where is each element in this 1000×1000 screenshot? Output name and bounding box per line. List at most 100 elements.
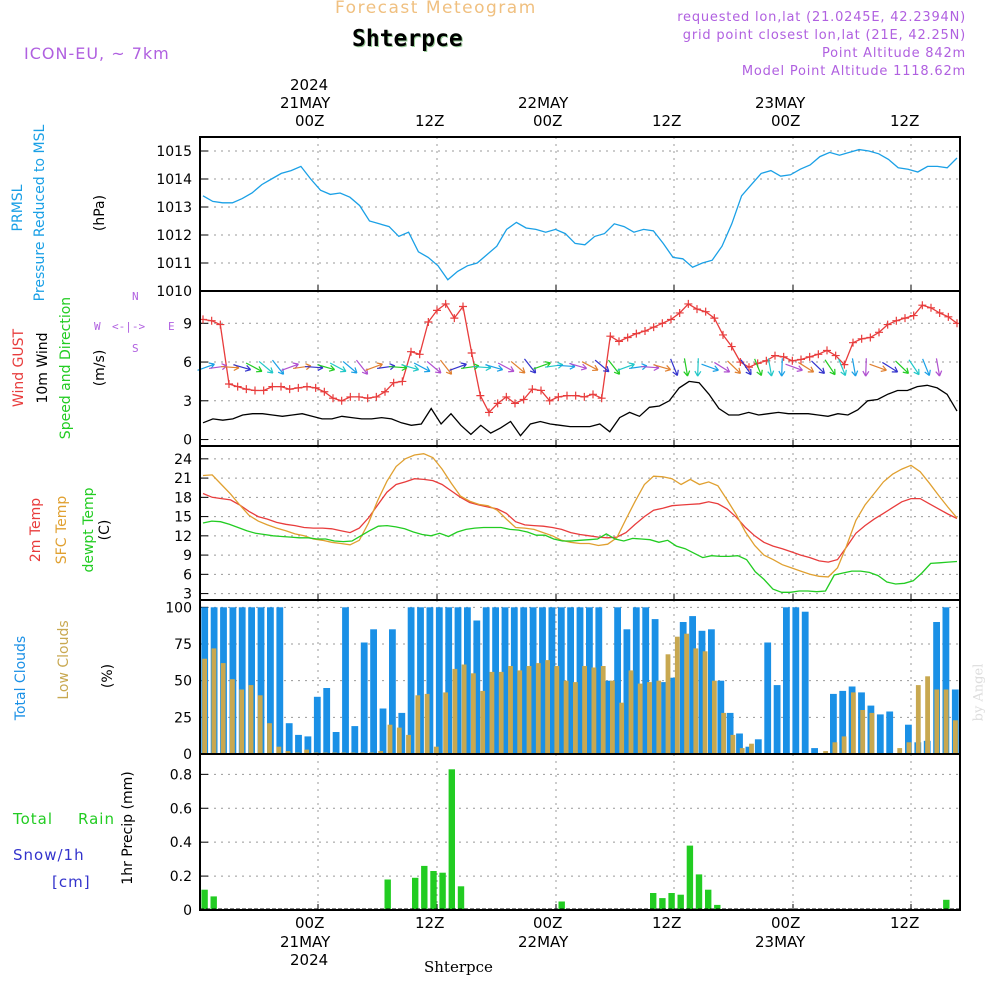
bottom-year-label: 2024 xyxy=(290,951,329,969)
gust-marker xyxy=(727,342,736,351)
bar-0 xyxy=(651,619,659,754)
gust-marker xyxy=(649,323,658,332)
gust-marker xyxy=(797,355,805,364)
top-hour-label: 00Z xyxy=(295,112,325,130)
gust-marker xyxy=(771,351,779,360)
series-line-0 xyxy=(202,302,958,414)
bar-1 xyxy=(220,663,226,754)
wind-arrow-shape xyxy=(245,362,263,373)
bar-1 xyxy=(563,680,569,754)
bottom-hour-label: 12Z xyxy=(652,914,682,932)
bar-0 xyxy=(351,726,359,754)
bar-0 xyxy=(650,893,657,910)
gust-marker xyxy=(814,350,823,359)
gust-marker xyxy=(372,392,381,401)
compass-west: W xyxy=(94,320,101,333)
bar-0 xyxy=(510,607,518,754)
bar-0 xyxy=(886,711,894,754)
gust-marker xyxy=(537,386,545,395)
wind-arrow-shape xyxy=(851,358,859,377)
wind-arrow xyxy=(694,358,702,377)
y-tick-label: 1012 xyxy=(156,228,192,244)
bar-0 xyxy=(417,607,424,754)
wind-arrow xyxy=(497,362,515,373)
bar-0 xyxy=(623,629,631,754)
bar-0 xyxy=(276,607,284,754)
wind-arrow xyxy=(838,358,847,377)
bar-0 xyxy=(933,622,940,754)
wind-arrow xyxy=(922,358,931,377)
gust-marker xyxy=(901,314,909,323)
bar-1 xyxy=(433,746,439,754)
bar-0 xyxy=(668,893,675,910)
compass-north: N xyxy=(132,290,139,303)
bottom-location-label: Shterpce xyxy=(424,958,493,976)
y-tick-label: 1010 xyxy=(156,284,192,300)
bar-0 xyxy=(210,896,217,910)
bar-0 xyxy=(257,607,265,754)
bar-0 xyxy=(642,607,650,754)
bar-1 xyxy=(471,673,476,754)
bar-0 xyxy=(267,607,274,754)
bar-0 xyxy=(783,607,790,754)
bar-1 xyxy=(239,689,245,754)
bottom-day-label: 22MAY xyxy=(518,933,569,951)
wind-arrow xyxy=(607,359,621,375)
bar-1 xyxy=(285,751,291,754)
wind-arrow xyxy=(594,359,610,373)
bar-0 xyxy=(632,607,640,754)
gust-marker xyxy=(788,356,797,365)
wind-arrow xyxy=(714,361,731,373)
wind-arrow xyxy=(569,362,588,371)
wind-arrow-shape xyxy=(767,358,775,377)
compass-rose-icon: N S W E <-|-> xyxy=(92,290,175,358)
wind-arrow-shape xyxy=(581,361,599,372)
gust-marker xyxy=(450,314,459,323)
bar-1 xyxy=(498,671,504,754)
series-line-2 xyxy=(202,520,958,593)
requested-coords: requested lon,lat (21.0245E, 42.2394N) xyxy=(677,10,966,25)
bar-0 xyxy=(407,607,415,754)
bar-0 xyxy=(705,889,712,910)
bar-0 xyxy=(567,607,574,754)
compass-east: E xyxy=(168,320,175,333)
bar-1 xyxy=(517,670,523,754)
wind-arrow xyxy=(683,358,691,377)
wind-arrow xyxy=(851,358,859,377)
wind-arrow-shape xyxy=(426,360,442,374)
y-tick-label: 0 xyxy=(183,903,192,919)
y-tick-label: 1011 xyxy=(156,256,192,272)
y-tick-label: 1015 xyxy=(156,144,192,160)
wind-arrow xyxy=(401,364,420,372)
wind-arrow xyxy=(824,359,836,376)
wind-arrow xyxy=(895,360,910,375)
bar-1 xyxy=(897,748,903,754)
gust-marker xyxy=(693,305,701,314)
gust-marker xyxy=(892,316,901,325)
gust-marker xyxy=(849,338,857,347)
bar-1 xyxy=(276,746,282,754)
wind-arrow-shape xyxy=(317,364,336,372)
model-altitude: Model Point Altitude 1118.62m xyxy=(741,64,966,79)
gust-marker xyxy=(207,316,216,325)
bar-1 xyxy=(693,648,699,754)
wind-arrow xyxy=(811,360,826,375)
wind-arrow xyxy=(510,360,526,374)
bar-0 xyxy=(304,736,312,754)
bottom-day-label: 21MAY xyxy=(280,933,331,951)
y-tick-label: 25 xyxy=(174,710,192,726)
bar-0 xyxy=(464,607,471,754)
bar-0 xyxy=(313,696,321,754)
bar-0 xyxy=(661,682,668,754)
wind-arrow xyxy=(908,359,920,376)
wind-arrow-shape xyxy=(569,362,588,371)
gust-marker xyxy=(511,399,519,408)
precip-rain-label: Rain xyxy=(78,810,115,828)
top-day-label: 21MAY xyxy=(280,94,331,112)
y-tick-label: 0.2 xyxy=(170,869,192,885)
bar-0 xyxy=(677,894,684,910)
bar-1 xyxy=(823,751,828,754)
bar-1 xyxy=(508,666,513,754)
bar-0 xyxy=(558,901,565,910)
